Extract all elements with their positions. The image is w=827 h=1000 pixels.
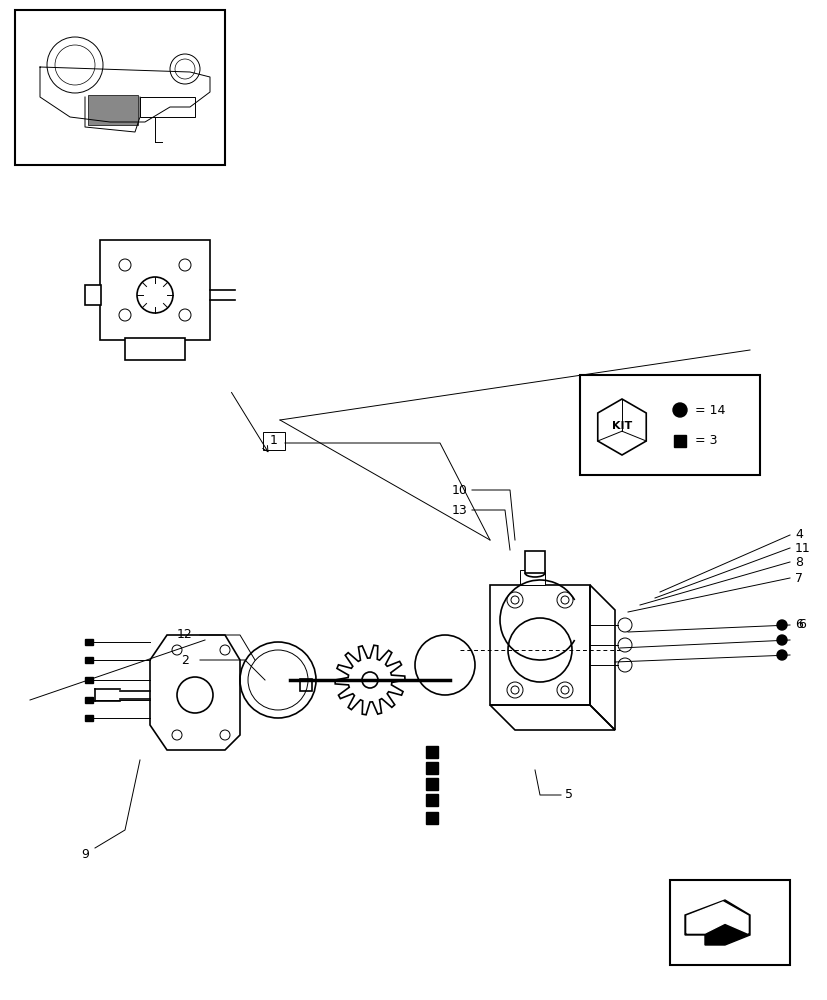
Bar (425, 778, 437, 790)
Bar (425, 762, 437, 774)
Bar (85, 677, 93, 683)
Bar (125, 338, 184, 360)
Bar (100, 240, 210, 340)
Bar (85, 697, 93, 703)
Bar (669, 880, 789, 965)
Text: 2: 2 (181, 654, 189, 666)
Text: 7: 7 (794, 572, 802, 584)
FancyBboxPatch shape (140, 97, 195, 117)
Text: 11: 11 (794, 542, 810, 554)
Text: 6: 6 (797, 618, 805, 632)
Text: 10: 10 (452, 484, 467, 496)
Polygon shape (686, 902, 747, 933)
Bar (579, 375, 759, 475)
Bar (425, 746, 437, 758)
Bar (490, 585, 590, 705)
Text: 13: 13 (452, 504, 467, 516)
Bar (524, 551, 544, 573)
Bar (85, 639, 93, 645)
Text: 9: 9 (81, 848, 88, 861)
Text: = 3: = 3 (694, 434, 717, 446)
Bar (85, 715, 93, 721)
Text: 6: 6 (794, 618, 802, 632)
Bar (15, 10, 225, 165)
Text: 12: 12 (177, 628, 193, 642)
Text: KIT: KIT (611, 421, 631, 431)
Bar (299, 679, 312, 691)
Polygon shape (684, 900, 749, 945)
Circle shape (776, 620, 786, 630)
Circle shape (776, 650, 786, 660)
Bar (673, 435, 686, 447)
Text: 1: 1 (270, 434, 278, 448)
Bar (88, 95, 138, 125)
Bar (85, 285, 101, 305)
Bar (263, 432, 284, 450)
Text: 4: 4 (794, 528, 802, 542)
Circle shape (672, 403, 686, 417)
Circle shape (776, 635, 786, 645)
Text: 8: 8 (794, 556, 802, 568)
Text: = 14: = 14 (694, 403, 724, 416)
Bar (85, 657, 93, 663)
Bar (425, 794, 437, 806)
Text: 5: 5 (564, 788, 572, 801)
Bar (519, 570, 544, 585)
Bar (425, 812, 437, 824)
